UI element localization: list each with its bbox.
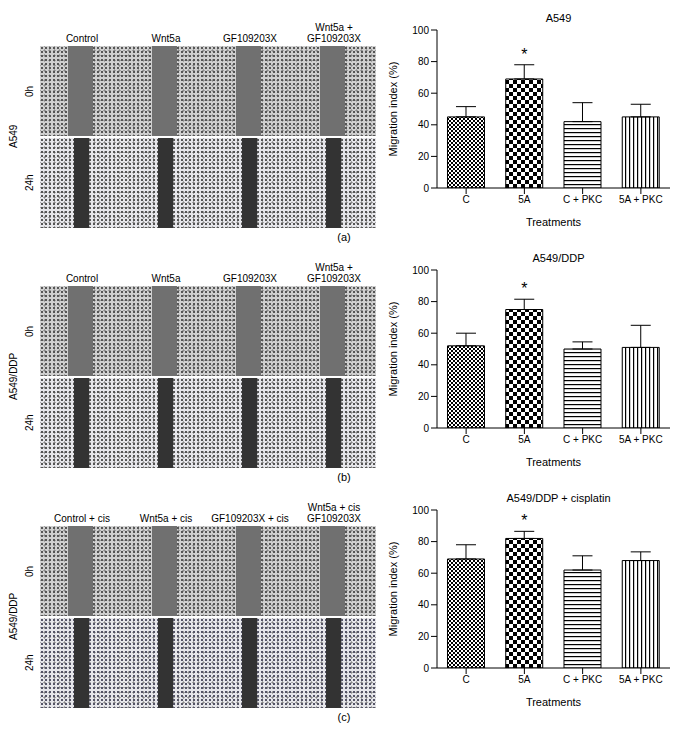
svg-text:100: 100 [412, 265, 429, 276]
html-text:0h: 0h [24, 85, 35, 97]
svg-text:5A + PKC: 5A + PKC [619, 434, 663, 445]
svg-text:40: 40 [418, 359, 430, 370]
svg-text:80: 80 [418, 56, 430, 67]
html-text:0h: 0h [24, 325, 35, 337]
html-text:GF109203X: GF109203X [223, 273, 277, 284]
html-text:Control: Control [65, 273, 99, 284]
svg-text:C: C [463, 434, 470, 445]
svg-text:40: 40 [418, 599, 430, 610]
html-text:A549/DDP + cisplatin: A549/DDP + cisplatin [506, 492, 611, 504]
html-text:(c): (c) [337, 711, 351, 723]
svg-text:Treatments: Treatments [526, 216, 582, 228]
svg-text:0: 0 [423, 663, 429, 674]
html-text:Wnt5a + GF109203X: Wnt5a + GF109203X [307, 262, 361, 284]
html-text:Wnt5a: Wnt5a [151, 273, 181, 284]
html-text:(a): (a) [337, 231, 351, 243]
svg-text:*: * [521, 512, 527, 529]
svg-text:20: 20 [418, 631, 430, 642]
svg-text:C: C [463, 194, 470, 205]
html-text:Wnt5a: Wnt5a [151, 33, 181, 44]
html-text:(b): (b) [337, 471, 351, 483]
svg-text:*: * [521, 46, 527, 63]
html-text:GF109203X + cis: GF109203X + cis [211, 513, 289, 524]
svg-text:100: 100 [412, 505, 429, 516]
svg-text:C: C [463, 674, 470, 685]
html-text:A549/DDP: A549/DDP [8, 592, 19, 640]
html-text:Control + cis: Control + cis [54, 513, 110, 524]
svg-text:5A: 5A [518, 194, 531, 205]
svg-text:20: 20 [418, 151, 430, 162]
svg-text:20: 20 [418, 391, 430, 402]
html-text:24h: 24h [24, 654, 35, 672]
svg-text:5A + PKC: 5A + PKC [619, 194, 663, 205]
svg-text:0: 0 [423, 183, 429, 194]
svg-text:Treatments: Treatments [526, 456, 582, 468]
html-text:GF109203X: GF109203X [223, 33, 277, 44]
svg-text:C + PKC: C + PKC [563, 194, 602, 205]
svg-text:C + PKC: C + PKC [563, 434, 602, 445]
svg-text:0: 0 [423, 423, 429, 434]
html-text:24h: 24h [24, 414, 35, 432]
svg-text:Treatments: Treatments [526, 696, 582, 708]
html-text:A549/DDP: A549/DDP [8, 352, 19, 400]
svg-text:*: * [521, 280, 527, 297]
svg-text:80: 80 [418, 296, 430, 307]
svg-text:C + PKC: C + PKC [563, 674, 602, 685]
html-text:Wnt5a + cis: Wnt5a + cis [139, 513, 193, 524]
svg-text:60: 60 [418, 568, 430, 579]
svg-text:5A: 5A [518, 434, 531, 445]
html-text:Wnt5a + GF109203X: Wnt5a + GF109203X [307, 22, 361, 44]
html-text:0h: 0h [24, 565, 35, 577]
svg-text:80: 80 [418, 536, 430, 547]
svg-text:40: 40 [418, 119, 430, 130]
svg-text:Migration index (%): Migration index (%) [387, 302, 399, 397]
html-text:A549: A549 [545, 12, 572, 24]
svg-text:5A + PKC: 5A + PKC [619, 674, 663, 685]
svg-text:Migration index (%): Migration index (%) [387, 62, 399, 157]
svg-text:60: 60 [418, 88, 430, 99]
svg-text:60: 60 [418, 328, 430, 339]
html-text:Wnt5a + cis GF109203X: Wnt5a + cis GF109203X [307, 502, 361, 524]
html-text:A549/DDP: A549/DDP [532, 252, 585, 264]
svg-text:100: 100 [412, 25, 429, 36]
html-text:A549: A549 [8, 124, 19, 148]
svg-text:Migration index (%): Migration index (%) [387, 542, 399, 637]
svg-text:5A: 5A [518, 674, 531, 685]
html-text:Control: Control [65, 33, 99, 44]
html-text:24h: 24h [24, 174, 35, 192]
